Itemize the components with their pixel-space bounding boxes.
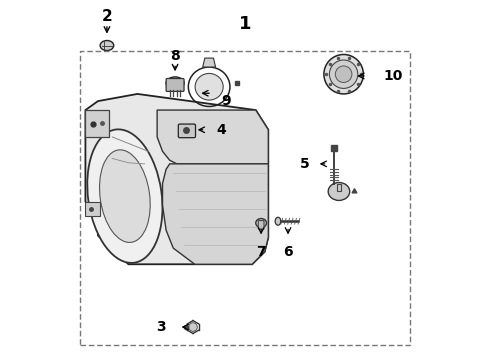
Polygon shape (203, 58, 216, 67)
Ellipse shape (256, 219, 267, 228)
Text: 10: 10 (383, 69, 402, 83)
FancyBboxPatch shape (258, 221, 264, 229)
Polygon shape (163, 164, 269, 264)
Ellipse shape (99, 150, 150, 242)
Ellipse shape (100, 41, 114, 50)
Text: 1: 1 (239, 15, 251, 33)
Ellipse shape (275, 217, 281, 225)
Circle shape (324, 54, 364, 94)
FancyBboxPatch shape (166, 78, 184, 91)
Circle shape (335, 66, 352, 82)
Ellipse shape (328, 183, 350, 201)
FancyBboxPatch shape (337, 184, 341, 192)
Polygon shape (85, 94, 269, 264)
Text: 3: 3 (156, 320, 166, 334)
Circle shape (329, 60, 358, 89)
Text: 8: 8 (170, 49, 180, 63)
FancyBboxPatch shape (85, 110, 109, 137)
Text: 5: 5 (300, 157, 310, 171)
FancyBboxPatch shape (178, 124, 196, 138)
Ellipse shape (87, 129, 163, 263)
FancyBboxPatch shape (85, 202, 100, 216)
Text: 9: 9 (221, 94, 231, 108)
Polygon shape (157, 110, 269, 164)
Circle shape (189, 323, 197, 331)
Ellipse shape (195, 73, 223, 100)
Text: 2: 2 (101, 9, 112, 24)
Ellipse shape (166, 77, 184, 89)
Text: 7: 7 (256, 244, 266, 258)
Text: 6: 6 (283, 244, 293, 258)
Text: 4: 4 (216, 123, 226, 137)
